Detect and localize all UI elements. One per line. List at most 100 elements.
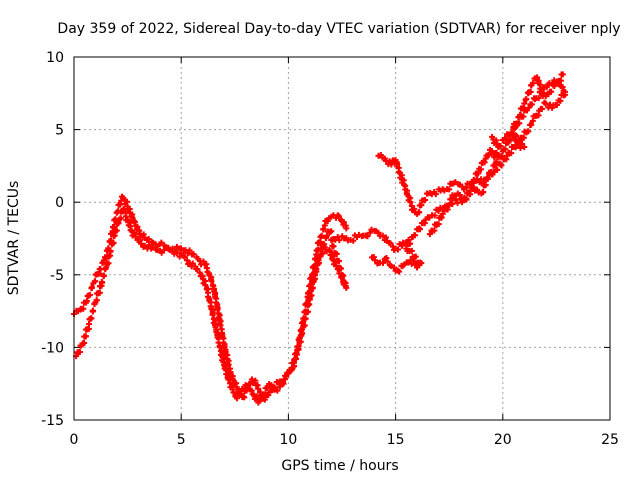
data-point-track-d — [559, 71, 566, 78]
data-point-track-f — [555, 97, 562, 104]
data-point-track-c — [329, 242, 336, 249]
data-point-track-c — [347, 236, 354, 243]
data-point-track-f — [489, 133, 496, 140]
data-point-track-f — [446, 202, 453, 209]
data-point-track-f — [484, 175, 491, 182]
data-point-track-b — [289, 364, 296, 371]
data-point-track-f — [536, 107, 543, 114]
data-point-track-f — [478, 190, 485, 197]
data-point-track-a — [156, 241, 163, 248]
data-point-track-e — [381, 255, 388, 262]
data-point-track-d — [375, 152, 382, 159]
data-point-track-d — [414, 210, 421, 217]
data-point-track-e — [538, 88, 545, 95]
data-point-track-c — [307, 287, 314, 294]
data-point-track-d — [535, 77, 542, 84]
y-tick-label: 10 — [46, 50, 64, 66]
data-point-track-f — [549, 104, 556, 111]
data-point-track-b — [186, 260, 193, 267]
data-point-track-b — [242, 382, 249, 389]
data-point-track-a — [176, 245, 183, 252]
data-point-track-f — [520, 134, 527, 141]
data-point-track-a — [317, 234, 324, 241]
data-point-track-e — [409, 234, 416, 241]
data-point-track-b — [268, 382, 275, 389]
data-point-track-c — [341, 235, 348, 242]
chart-title: Day 359 of 2022, Sidereal Day-to-day VTE… — [57, 21, 620, 37]
data-point-track-f — [491, 168, 498, 175]
data-point-track-b — [193, 265, 200, 272]
data-point-track-a — [77, 306, 84, 313]
data-point-track-a — [101, 257, 108, 264]
series-track-f — [428, 92, 567, 234]
data-point-track-d — [409, 206, 416, 213]
data-point-track-a — [195, 255, 202, 262]
data-point-track-a — [208, 278, 215, 285]
grid — [74, 57, 610, 420]
data-point-track-d — [424, 190, 431, 197]
data-point-track-d — [529, 80, 536, 87]
y-tick-label: 5 — [55, 123, 64, 139]
data-point-track-e — [388, 263, 395, 270]
data-point-track-f — [452, 196, 459, 203]
data-point-track-b — [124, 216, 131, 223]
data-point-track-e — [418, 260, 425, 267]
data-point-track-b — [100, 272, 107, 279]
data-point-track-e — [422, 216, 429, 223]
x-axis-label: GPS time / hours — [281, 458, 398, 474]
y-tick-label: -10 — [41, 340, 64, 356]
data-point-track-b — [98, 279, 105, 286]
x-tick-label: 10 — [279, 432, 297, 448]
data-point-track-d — [546, 88, 553, 95]
data-point-track-c — [343, 284, 350, 291]
data-point-track-a — [88, 284, 95, 291]
data-point-track-e — [375, 260, 382, 267]
data-point-track-b — [148, 245, 155, 252]
data-point-track-d — [521, 100, 528, 107]
data-point-track-d — [394, 161, 401, 168]
data-point-track-b — [96, 289, 103, 296]
data-point-track-f — [516, 138, 523, 145]
data-point-track-c — [334, 265, 341, 272]
data-point-track-b — [215, 339, 222, 346]
data-point-track-c — [339, 274, 345, 281]
data-point-track-a — [86, 291, 93, 298]
data-point-track-c — [392, 245, 399, 252]
data-point-track-b — [111, 232, 118, 239]
plot-frame — [73, 56, 611, 421]
data-point-track-b — [202, 281, 209, 288]
data-point-track-b — [173, 250, 180, 257]
data-point-track-a — [211, 291, 218, 298]
data-point-track-b — [161, 247, 168, 254]
data-point-track-c — [306, 295, 313, 302]
data-point-track-b — [135, 236, 142, 243]
data-point-track-e — [394, 267, 401, 274]
data-point-track-b — [298, 332, 305, 339]
x-tick-label: 15 — [387, 432, 405, 448]
data-point-track-b — [263, 385, 270, 392]
data-point-track-b — [199, 273, 206, 280]
data-point-track-e — [498, 153, 505, 160]
data-point-track-a — [266, 389, 273, 396]
data-point-track-a — [233, 384, 240, 391]
data-point-track-d — [534, 74, 541, 81]
data-point-track-c — [326, 247, 333, 254]
data-point-track-a — [206, 270, 213, 277]
data-point-track-e — [416, 225, 423, 232]
data-point-track-b — [89, 307, 96, 314]
data-point-track-a — [255, 385, 262, 392]
y-tick-labels: -15 -10 -5 0 5 10 — [41, 50, 64, 429]
data-point-track-b — [216, 342, 223, 349]
data-point-track-b — [209, 311, 216, 318]
data-point-track-d — [476, 165, 483, 172]
data-point-track-b — [323, 232, 330, 239]
data-point-track-b — [154, 247, 161, 254]
x-tick-labels: 0 5 10 15 20 25 — [70, 432, 619, 448]
data-point-track-b — [203, 286, 210, 293]
data-point-track-e — [429, 212, 436, 219]
data-point-track-d — [456, 181, 463, 188]
data-point-track-a — [240, 393, 247, 400]
data-point-track-a — [248, 376, 255, 383]
data-point-track-d — [501, 135, 508, 142]
data-point-track-c — [340, 279, 347, 286]
